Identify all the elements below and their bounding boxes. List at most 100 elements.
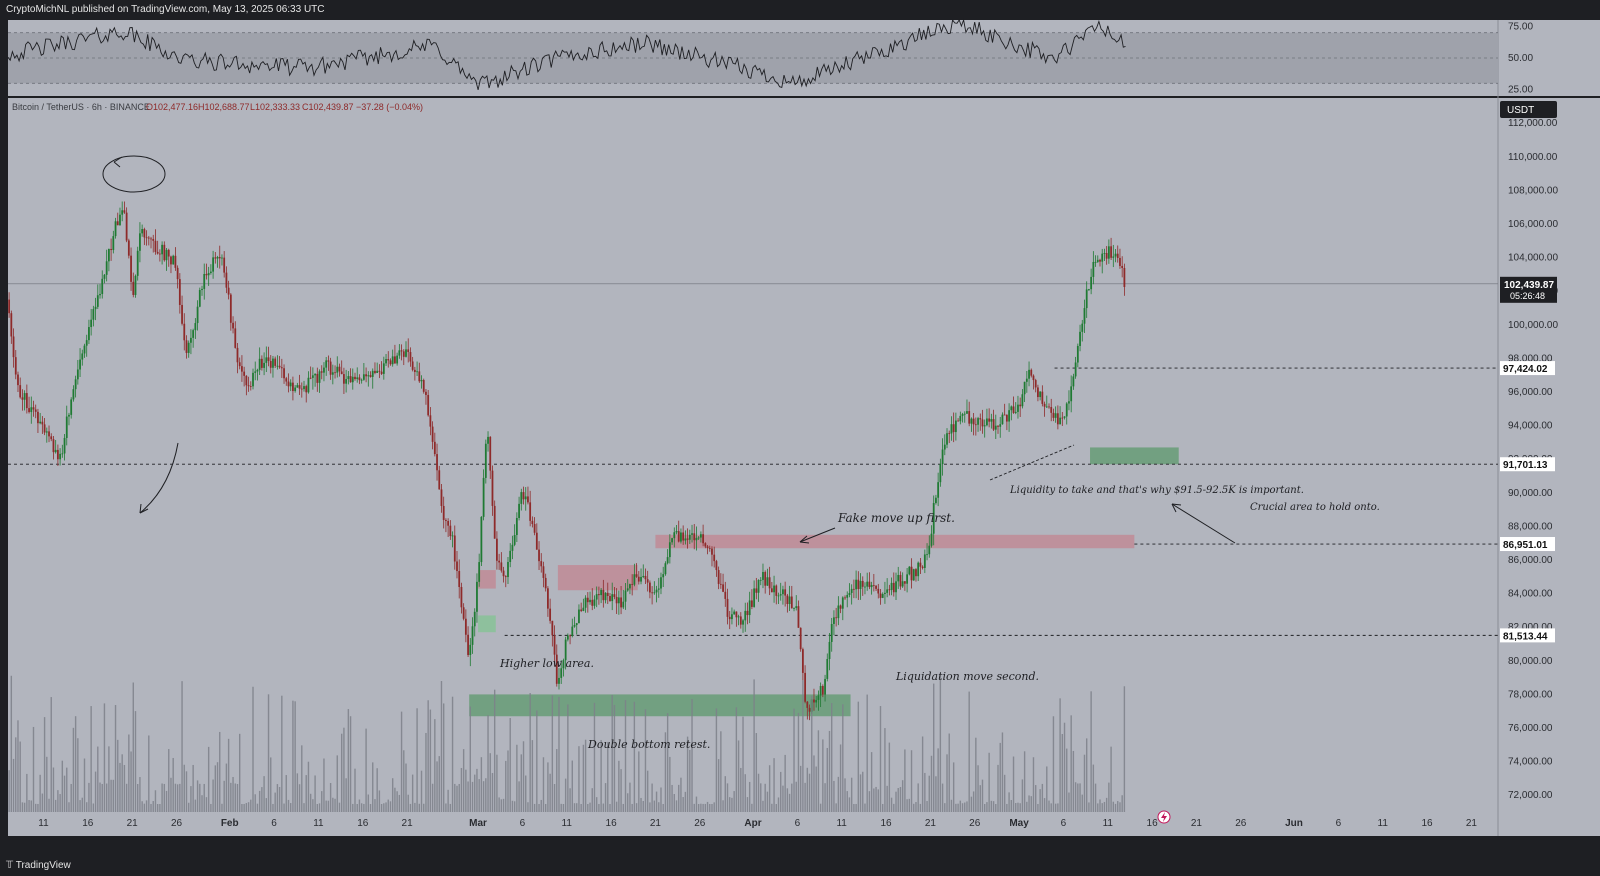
candle-body xyxy=(704,543,707,547)
volume-bar xyxy=(735,707,738,812)
volume-bar xyxy=(540,799,542,812)
volume-bar xyxy=(862,771,864,812)
candle-body xyxy=(664,563,667,575)
volume-bar xyxy=(156,803,159,812)
volume-bar xyxy=(651,783,653,812)
volume-bar xyxy=(950,799,953,812)
volume-bar xyxy=(691,699,693,812)
candle-body xyxy=(531,520,534,525)
candle-body xyxy=(635,574,638,577)
volume-bar xyxy=(57,790,59,812)
candle-body xyxy=(646,579,649,583)
price-tick-label: 72,000.00 xyxy=(1508,790,1553,801)
volume-bar xyxy=(88,782,90,812)
volume-bar xyxy=(549,773,551,812)
volume-bar xyxy=(272,803,274,812)
candle-body xyxy=(941,449,944,465)
candle-body xyxy=(143,229,146,238)
volume-bar xyxy=(309,793,312,812)
volume-bar xyxy=(201,795,203,812)
volume-bar xyxy=(793,708,795,812)
volume-bar xyxy=(199,783,201,812)
candle-body xyxy=(216,257,219,259)
volume-bar xyxy=(12,758,15,812)
annotation-fake-move: Fake move up first. xyxy=(837,511,955,525)
candle-body xyxy=(209,271,212,273)
candle-body xyxy=(218,257,221,259)
volume-bar xyxy=(380,803,383,812)
volume-bar xyxy=(782,785,784,812)
candle-body xyxy=(750,600,753,607)
candle-body xyxy=(770,588,773,593)
candle-body xyxy=(96,295,99,307)
volume-bar xyxy=(414,802,416,812)
volume-bar xyxy=(600,739,602,812)
volume-bar xyxy=(343,727,345,812)
volume-bar xyxy=(966,801,968,812)
candle-body xyxy=(819,686,822,696)
candle-body xyxy=(711,548,713,555)
candle-body xyxy=(303,386,305,390)
volume-bar xyxy=(992,801,995,812)
candle-body xyxy=(773,585,775,593)
candle-body xyxy=(161,244,163,255)
candle-body xyxy=(595,594,598,600)
level-tag-label: 91,701.13 xyxy=(1503,460,1548,471)
volume-bar xyxy=(1110,746,1112,812)
candle-body xyxy=(977,418,979,425)
volume-bar xyxy=(933,683,935,812)
volume-bar xyxy=(181,681,183,812)
candle-body xyxy=(606,592,609,596)
candle-body xyxy=(207,272,210,276)
volume-bar xyxy=(86,802,88,812)
candle-body xyxy=(203,273,206,289)
volume-bar xyxy=(613,704,616,812)
volume-bar xyxy=(101,783,103,812)
candle-body xyxy=(702,534,705,544)
volume-bar xyxy=(391,778,394,812)
volume-bar xyxy=(274,792,276,812)
candle-body xyxy=(613,594,616,597)
volume-bar xyxy=(374,799,376,812)
volume-bar xyxy=(411,774,414,812)
volume-bar xyxy=(74,716,77,812)
candle-body xyxy=(875,585,877,589)
volume-bar xyxy=(886,785,888,812)
volume-bar xyxy=(407,794,409,812)
candle-body xyxy=(866,581,869,587)
volume-bar xyxy=(323,758,325,812)
price-tick-label: 84,000.00 xyxy=(1508,589,1553,600)
volume-bar xyxy=(316,804,319,812)
volume-bar xyxy=(1008,792,1010,812)
candle-body xyxy=(469,644,472,656)
volume-bar xyxy=(1068,792,1070,812)
candle-body xyxy=(575,623,578,626)
candle-body xyxy=(74,379,77,390)
volume-bar xyxy=(1019,803,1021,812)
volume-bar xyxy=(63,775,66,812)
volume-bar xyxy=(159,804,161,812)
volume-bar xyxy=(216,762,219,812)
candle-body xyxy=(45,431,48,433)
candle-body xyxy=(178,279,181,305)
candle-body xyxy=(892,582,895,593)
candle-body xyxy=(354,376,356,380)
candle-body xyxy=(1105,253,1108,259)
volume-bar xyxy=(924,772,926,812)
volume-bar xyxy=(806,767,809,812)
candle-body xyxy=(766,577,769,586)
candle-body xyxy=(935,497,937,504)
candle-body xyxy=(963,413,966,415)
candle-body xyxy=(331,372,334,375)
volume-bar xyxy=(250,799,252,812)
volume-bar xyxy=(1021,779,1024,812)
candle-body xyxy=(928,545,931,555)
candle-body xyxy=(1092,261,1095,277)
candle-body xyxy=(1094,261,1097,263)
candle-body xyxy=(107,248,110,262)
candle-body xyxy=(817,695,820,700)
currency-badge: USDT xyxy=(1500,101,1557,118)
candle-body xyxy=(937,482,940,498)
tradingview-logo[interactable]: 𝕋 TradingView xyxy=(6,856,71,876)
